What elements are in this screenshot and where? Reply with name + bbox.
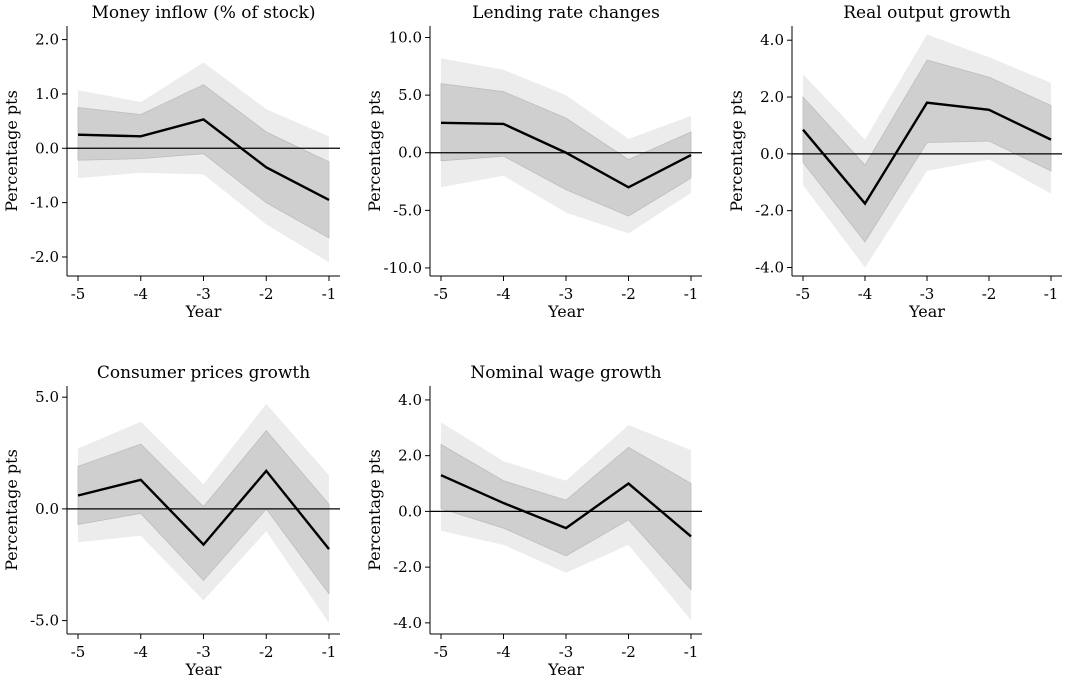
y-tick-label: 0.0 — [760, 145, 784, 163]
chart-title: Nominal wage growth — [470, 363, 661, 383]
inner-confidence-band — [802, 59, 1052, 243]
x-axis-label: Year — [185, 302, 222, 321]
x-tick-label: -3 — [559, 285, 574, 303]
y-axis-label: Percentage pts — [2, 449, 21, 571]
x-axis-label: Year — [547, 302, 584, 321]
y-tick-label: 2.0 — [760, 88, 784, 106]
y-tick-label: -5.0 — [30, 612, 59, 630]
x-tick-label: -4 — [858, 285, 873, 303]
y-tick-label: 4.0 — [760, 31, 784, 49]
y-tick-label: -2.0 — [30, 248, 59, 266]
chart-panel-3: 4.0 2.0 0.0 -2.0 -4.0 -5 -4 -3 -2 -1 Real output g… — [727, 3, 1062, 321]
estimate-line — [440, 121, 692, 189]
estimate-line — [77, 118, 330, 201]
y-tick-label: -2.0 — [393, 558, 422, 576]
x-axis-label: Year — [547, 660, 584, 679]
y-tick-label: 4.0 — [398, 391, 422, 409]
y-tick-label: 0.0 — [35, 139, 59, 157]
x-tick-label: -1 — [1044, 285, 1059, 303]
x-tick-label: -1 — [684, 285, 699, 303]
estimate-line — [77, 469, 330, 550]
chart-title: Consumer prices growth — [97, 363, 310, 383]
y-tick-label: 5.0 — [35, 388, 59, 406]
x-axis-label: Year — [908, 302, 945, 321]
x-tick-label: -2 — [259, 285, 274, 303]
y-tick-label: -1.0 — [30, 194, 59, 212]
x-tick-label: -5 — [71, 285, 86, 303]
x-tick-label: -3 — [920, 285, 935, 303]
x-tick-label: -3 — [196, 643, 211, 661]
x-tick-label: -5 — [434, 285, 449, 303]
x-tick-label: -2 — [259, 643, 274, 661]
estimate-line — [802, 101, 1052, 206]
y-axis-label: Percentage pts — [365, 449, 384, 571]
x-tick-label: -5 — [434, 643, 449, 661]
y-tick-label: 0.0 — [398, 144, 422, 162]
y-tick-label: -4.0 — [755, 258, 784, 276]
y-tick-label: -2.0 — [755, 202, 784, 220]
x-tick-label: -3 — [196, 285, 211, 303]
y-tick-label: 0.0 — [35, 500, 59, 518]
x-tick-label: -4 — [496, 643, 511, 661]
x-tick-label: -4 — [133, 643, 148, 661]
y-tick-label: 10.0 — [389, 29, 422, 47]
x-tick-label: -4 — [133, 285, 148, 303]
chart-title: Real output growth — [843, 3, 1011, 23]
outer-confidence-band — [78, 62, 329, 263]
y-tick-label: 1.0 — [35, 85, 59, 103]
estimate-line — [440, 474, 692, 538]
inner-confidence-band — [440, 83, 692, 217]
chart-panel-2: 10.0 5.0 0.0 -5.0 -10.0 -5 -4 -3 -2 -1 Lending rat… — [365, 3, 702, 321]
y-tick-label: -10.0 — [384, 259, 422, 277]
inner-confidence-band — [77, 84, 330, 239]
chart-panel-4: 5.0 0.0 -5.0 -5 -4 -3 -2 -1 Consumer prices grow… — [2, 363, 340, 679]
y-tick-label: 0.0 — [398, 502, 422, 520]
x-tick-label: -2 — [621, 285, 636, 303]
y-tick-label: 5.0 — [398, 86, 422, 104]
chart-title: Lending rate changes — [472, 3, 660, 23]
y-axis-label: Percentage pts — [727, 90, 746, 212]
x-axis-label: Year — [185, 660, 222, 679]
x-tick-label: -1 — [684, 643, 699, 661]
x-tick-label: -2 — [982, 285, 997, 303]
x-tick-label: -4 — [496, 285, 511, 303]
chart-panel-1: 2.0 1.0 0.0 -1.0 -2.0 -5 -4 -3 -2 -1 Money inflow … — [2, 3, 340, 321]
chart-title: Money inflow (% of stock) — [92, 3, 316, 23]
y-tick-label: -5.0 — [393, 201, 422, 219]
y-axis-label: Percentage pts — [2, 90, 21, 212]
x-tick-label: -3 — [559, 643, 574, 661]
x-tick-label: -1 — [322, 285, 337, 303]
chart-panel-5: 4.0 2.0 0.0 -2.0 -4.0 -5 -4 -3 -2 -1 Nominal wage … — [365, 363, 702, 679]
y-tick-label: 2.0 — [398, 447, 422, 465]
y-tick-label: 2.0 — [35, 31, 59, 49]
x-tick-label: -5 — [71, 643, 86, 661]
x-tick-label: -5 — [796, 285, 811, 303]
y-axis-label: Percentage pts — [365, 90, 384, 212]
inner-confidence-band — [440, 443, 692, 591]
x-tick-label: -2 — [621, 643, 636, 661]
y-tick-label: -4.0 — [393, 614, 422, 632]
x-tick-label: -1 — [322, 643, 337, 661]
